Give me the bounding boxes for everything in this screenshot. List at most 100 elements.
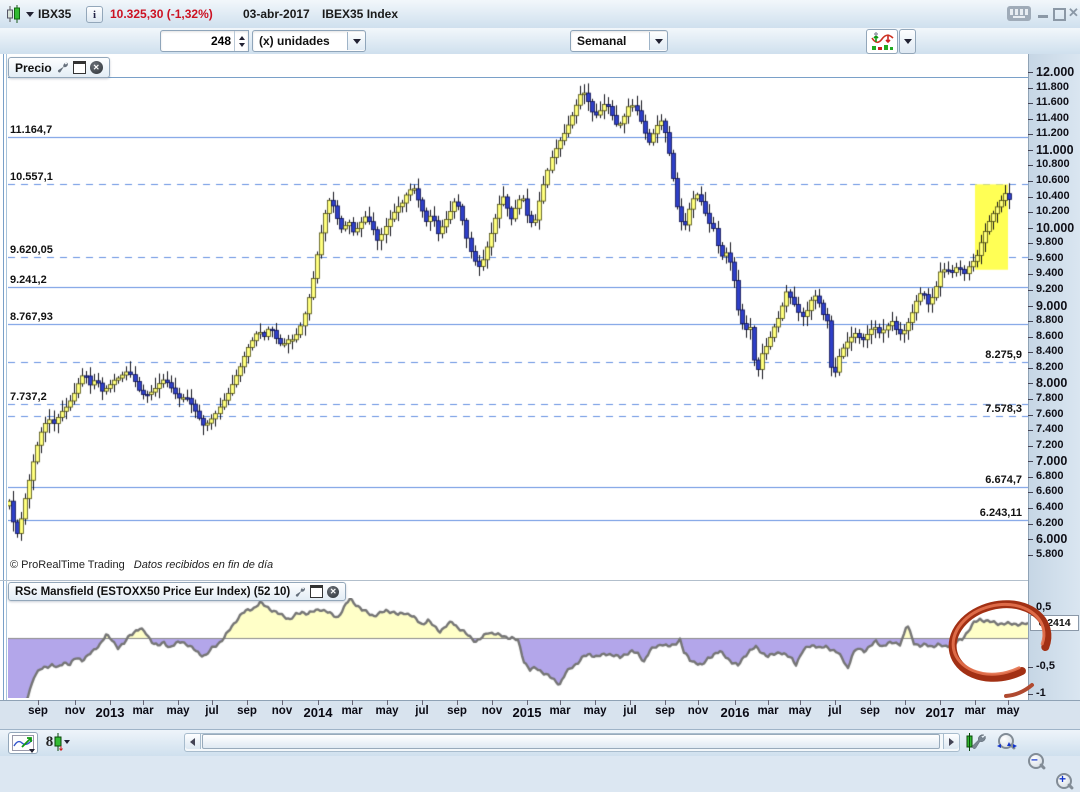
zoom-out-button[interactable]: – bbox=[1026, 752, 1048, 772]
scroll-right-button[interactable] bbox=[943, 734, 959, 749]
price-axis-label: 10.200 bbox=[1036, 205, 1070, 218]
symbol-label[interactable]: IBX35 bbox=[38, 7, 72, 21]
red-ellipse-annotation[interactable] bbox=[936, 593, 1066, 705]
time-axis-label: 2015 bbox=[512, 705, 542, 720]
price-axis-tick bbox=[1028, 477, 1033, 478]
price-axis-tick bbox=[1028, 461, 1033, 462]
time-axis-tick bbox=[492, 700, 493, 705]
draw-tools-button[interactable] bbox=[8, 732, 38, 754]
last-price-change: 10.325,30 (-1,32%) bbox=[110, 7, 213, 21]
symbol-dropdown-arrow[interactable] bbox=[26, 12, 34, 17]
price-level-label: 7.737,2 bbox=[10, 390, 47, 403]
price-panel-tab[interactable]: Precio ✕ bbox=[8, 57, 110, 78]
time-axis-tick bbox=[212, 700, 213, 705]
price-axis-tick bbox=[1028, 446, 1033, 447]
indicator-panel-tab[interactable]: RSc Mansfield (ESTOXX50 Price Eur Index)… bbox=[8, 582, 347, 601]
maximize-button[interactable] bbox=[1053, 8, 1066, 21]
minimize-button[interactable] bbox=[1038, 15, 1048, 18]
close-panel-icon[interactable]: ✕ bbox=[327, 585, 340, 598]
time-axis-label: may bbox=[996, 705, 1020, 717]
price-axis-label: 11.600 bbox=[1036, 96, 1070, 109]
time-axis-label: mar bbox=[132, 705, 154, 717]
time-axis-label: jul bbox=[623, 705, 637, 717]
detach-window-icon[interactable] bbox=[310, 585, 324, 598]
price-axis-label: 10.600 bbox=[1036, 173, 1070, 186]
price-axis-label: 5.800 bbox=[1036, 547, 1064, 560]
time-axis-tick bbox=[630, 700, 631, 705]
info-button[interactable]: i bbox=[86, 6, 103, 23]
price-axis-tick bbox=[1028, 103, 1033, 104]
chart-settings-button[interactable] bbox=[964, 732, 988, 752]
price-axis-tick bbox=[1028, 352, 1033, 353]
indicator-canvas[interactable] bbox=[8, 598, 1028, 698]
time-axis-label: sep bbox=[28, 705, 48, 717]
price-axis-tick bbox=[1028, 492, 1033, 493]
time-axis-label: nov bbox=[271, 705, 293, 717]
time-scrollbar[interactable] bbox=[184, 733, 960, 752]
draw-tools-dropdown-icon[interactable] bbox=[29, 749, 35, 753]
price-axis-label: 11.000 bbox=[1036, 142, 1074, 157]
price-level-label: 6.674,7 bbox=[985, 473, 1022, 486]
time-axis-tick bbox=[387, 700, 388, 705]
price-axis-label: 7.800 bbox=[1036, 391, 1064, 404]
title-bar: IBX35 i 10.325,30 (-1,32%) 03-abr-2017 I… bbox=[0, 0, 1080, 29]
time-axis-tick bbox=[75, 700, 76, 705]
scroll-left-button[interactable] bbox=[185, 734, 201, 749]
price-axis-tick bbox=[1028, 306, 1033, 307]
compare-dropdown-icon[interactable] bbox=[64, 740, 71, 744]
price-axis-label: 7.000 bbox=[1036, 454, 1068, 469]
keyboard-icon[interactable] bbox=[1007, 6, 1031, 21]
price-axis-label: 12.000 bbox=[1036, 65, 1075, 79]
close-panel-icon[interactable]: ✕ bbox=[89, 61, 103, 74]
price-axis-label: 9.400 bbox=[1036, 267, 1064, 280]
units-mode-dropdown-icon[interactable] bbox=[347, 32, 365, 50]
time-axis-label: 2017 bbox=[925, 705, 955, 720]
wrench-icon[interactable] bbox=[56, 61, 69, 74]
time-axis-tick bbox=[318, 700, 319, 705]
time-axis-label: 2016 bbox=[720, 705, 750, 720]
time-axis-label: jul bbox=[415, 705, 429, 717]
price-axis-label: 7.200 bbox=[1036, 438, 1064, 451]
price-axis-label: 8.200 bbox=[1036, 360, 1064, 373]
price-axis-label: 10.800 bbox=[1036, 158, 1070, 171]
price-axis-background[interactable] bbox=[1028, 54, 1080, 700]
add-indicator-dropdown[interactable] bbox=[899, 29, 916, 54]
indicator-tick-dash bbox=[1028, 667, 1033, 668]
units-spinner[interactable] bbox=[234, 31, 248, 51]
time-axis-label: mar bbox=[757, 705, 779, 717]
price-chart-canvas[interactable] bbox=[8, 60, 1028, 560]
time-axis-tick bbox=[870, 700, 871, 705]
units-count-input[interactable] bbox=[161, 31, 234, 51]
price-axis-label: 9.200 bbox=[1036, 282, 1064, 295]
units-mode-select[interactable]: (x) unidades bbox=[252, 30, 366, 52]
close-button[interactable]: ✕ bbox=[1068, 5, 1079, 20]
spinner-up-icon[interactable] bbox=[238, 35, 245, 40]
time-axis-tick bbox=[560, 700, 561, 705]
mini-candle-icon bbox=[54, 733, 64, 751]
detach-window-icon[interactable] bbox=[72, 61, 86, 74]
add-indicator-button[interactable] bbox=[866, 29, 898, 54]
time-axis-tick bbox=[247, 700, 248, 705]
time-axis-label: sep bbox=[447, 705, 467, 717]
compare-display-button[interactable]: 8 bbox=[42, 732, 74, 752]
price-level-label: 6.243,11 bbox=[979, 507, 1022, 520]
price-axis-label: 9.000 bbox=[1036, 298, 1068, 313]
timeframe-select[interactable]: Semanal bbox=[570, 30, 668, 52]
indicator-panel-title: RSc Mansfield (ESTOXX50 Price Eur Index)… bbox=[15, 585, 291, 598]
price-axis-label: 7.400 bbox=[1036, 423, 1064, 436]
price-level-label: 10.557,1 bbox=[10, 171, 53, 184]
price-axis-label: 8.800 bbox=[1036, 314, 1064, 327]
timeframe-dropdown-icon[interactable] bbox=[649, 32, 667, 50]
time-axis-label: mar bbox=[549, 705, 571, 717]
price-axis-tick bbox=[1028, 415, 1033, 416]
time-axis-label: sep bbox=[860, 705, 880, 717]
units-mode-value: (x) unidades bbox=[259, 34, 330, 48]
indicator-chart-icon bbox=[871, 32, 894, 50]
time-axis-background[interactable] bbox=[0, 700, 1080, 730]
zoom-fit-button[interactable] bbox=[996, 732, 1018, 752]
wrench-icon[interactable] bbox=[294, 586, 306, 598]
scrollbar-thumb[interactable] bbox=[202, 734, 940, 749]
price-axis-label: 8.400 bbox=[1036, 345, 1064, 358]
spinner-down-icon[interactable] bbox=[238, 42, 245, 47]
zoom-in-button[interactable]: + bbox=[1054, 772, 1076, 792]
